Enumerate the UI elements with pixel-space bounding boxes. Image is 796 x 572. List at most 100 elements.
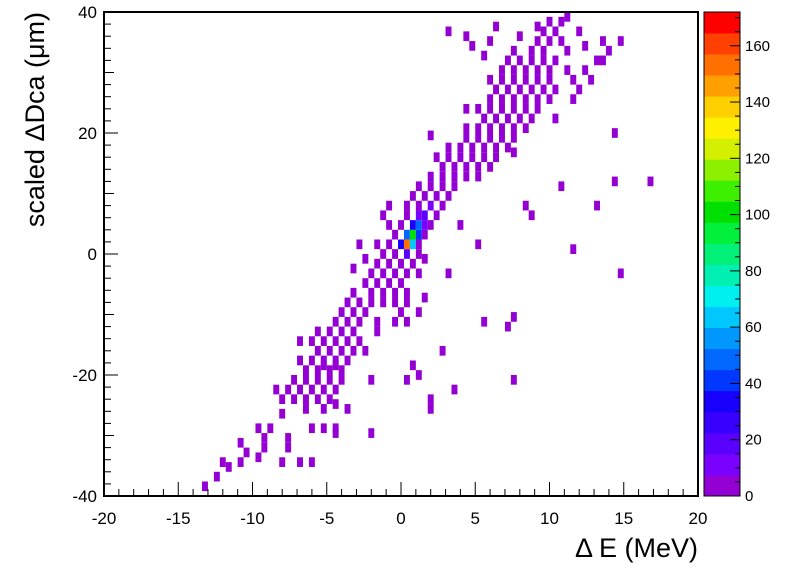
heatmap-bin [302,375,309,385]
heatmap-bin [510,45,517,56]
heatmap-bin [403,229,410,240]
heatmap-bin [398,278,404,288]
heatmap-bin [445,142,452,153]
heatmap-bin [219,457,226,467]
heatmap-bin [362,307,369,317]
heatmap-bin [267,423,274,434]
heatmap-bin [314,365,321,375]
colorbar-tick-label: 80 [745,263,762,280]
heatmap-bin [403,375,410,385]
heatmap-bin [302,404,309,414]
heatmap-bin [350,326,357,337]
heatmap-bin [487,162,494,172]
heatmap-bin [439,171,446,182]
heatmap-bin [403,297,410,308]
heatmap-bin [570,74,577,85]
heatmap-bin [493,142,500,153]
heatmap-bin [457,142,464,153]
heatmap-bin [356,316,363,327]
colorbar-segment [704,348,740,371]
heatmap-bin [314,394,321,405]
heatmap-bin [380,210,387,221]
heatmap-bin [445,152,452,163]
heatmap-bin [344,404,351,414]
heatmap-bin [409,258,416,269]
heatmap-bin [421,254,428,264]
heatmap-bin [392,316,399,327]
heatmap-bin [499,74,505,85]
heatmap-bin [528,210,535,221]
colorbar-segment [704,264,740,286]
heatmap-bin [332,355,339,366]
heatmap-bin [350,263,357,274]
x-tick-label: -5 [319,509,334,528]
heatmap-bin [510,147,517,158]
heatmap-bin [475,239,482,250]
heatmap-bin [516,31,523,42]
colorbar-segment [704,180,740,202]
heatmap-bin [481,50,488,61]
heatmap-bin [409,191,416,201]
heatmap-bin [546,65,553,75]
x-tick-label: -20 [92,509,117,528]
heatmap-bin [386,200,393,211]
heatmap-bin [510,133,517,143]
heatmap-bin [308,457,315,467]
heatmap-bin [510,312,517,322]
heatmap-bin [504,113,511,124]
heatmap-bin [534,94,541,104]
heatmap-bin [279,394,286,405]
heatmap-bin [273,384,280,395]
heatmap-bin [534,74,541,85]
heatmap-bin [510,375,517,385]
heatmap-bin [487,103,494,114]
heatmap-bin [362,345,369,356]
x-tick-label: -10 [240,509,265,528]
heatmap-bin [504,321,511,332]
heatmap-bin [380,297,387,308]
heatmap-bin [522,103,529,114]
heatmap-bin [427,181,434,192]
heatmap-bin [421,191,428,201]
heatmap-bin [564,12,571,22]
heatmap-bin [392,229,399,240]
heatmap-bin [308,423,315,434]
x-tick-label: 10 [540,509,559,528]
x-tick-label: 15 [614,509,633,528]
y-tick-label: 0 [88,245,97,264]
heatmap-bin [332,423,339,434]
colorbar-segment [704,201,740,223]
colorbar-tick-label: 140 [745,94,770,111]
heatmap-bin [368,375,375,385]
heatmap-bin [510,103,517,114]
heatmap-bin [409,360,416,371]
heatmap-bin [338,365,345,375]
heatmap-bin [297,457,303,467]
heatmap-bin [398,239,404,250]
heatmap-bin [409,229,416,240]
heatmap-bin [546,74,553,85]
heatmap-bin [528,113,535,124]
heatmap-bin [302,365,309,375]
heatmap-bin [510,65,517,75]
heatmap-bin [279,457,286,467]
x-tick-label: -15 [166,509,191,528]
heatmap-bin [576,26,583,37]
heatmap-bin [576,84,583,95]
heatmap-bin [421,292,428,303]
heatmap-bin [350,287,357,298]
heatmap-bin [415,370,422,380]
heatmap-bin [439,162,446,172]
heatmap-bin [499,65,505,75]
heatmap-bin [558,36,565,46]
heatmap-bin [433,152,440,163]
heatmap-bin [599,36,606,46]
heatmap-bin [326,375,333,385]
heatmap-bin [481,113,488,124]
heatmap-bin [409,220,416,230]
colorbar-tick-label: 0 [745,488,753,505]
heatmap-bin [392,297,399,308]
heatmap-bin [534,36,541,46]
colorbar-segment [704,390,740,413]
